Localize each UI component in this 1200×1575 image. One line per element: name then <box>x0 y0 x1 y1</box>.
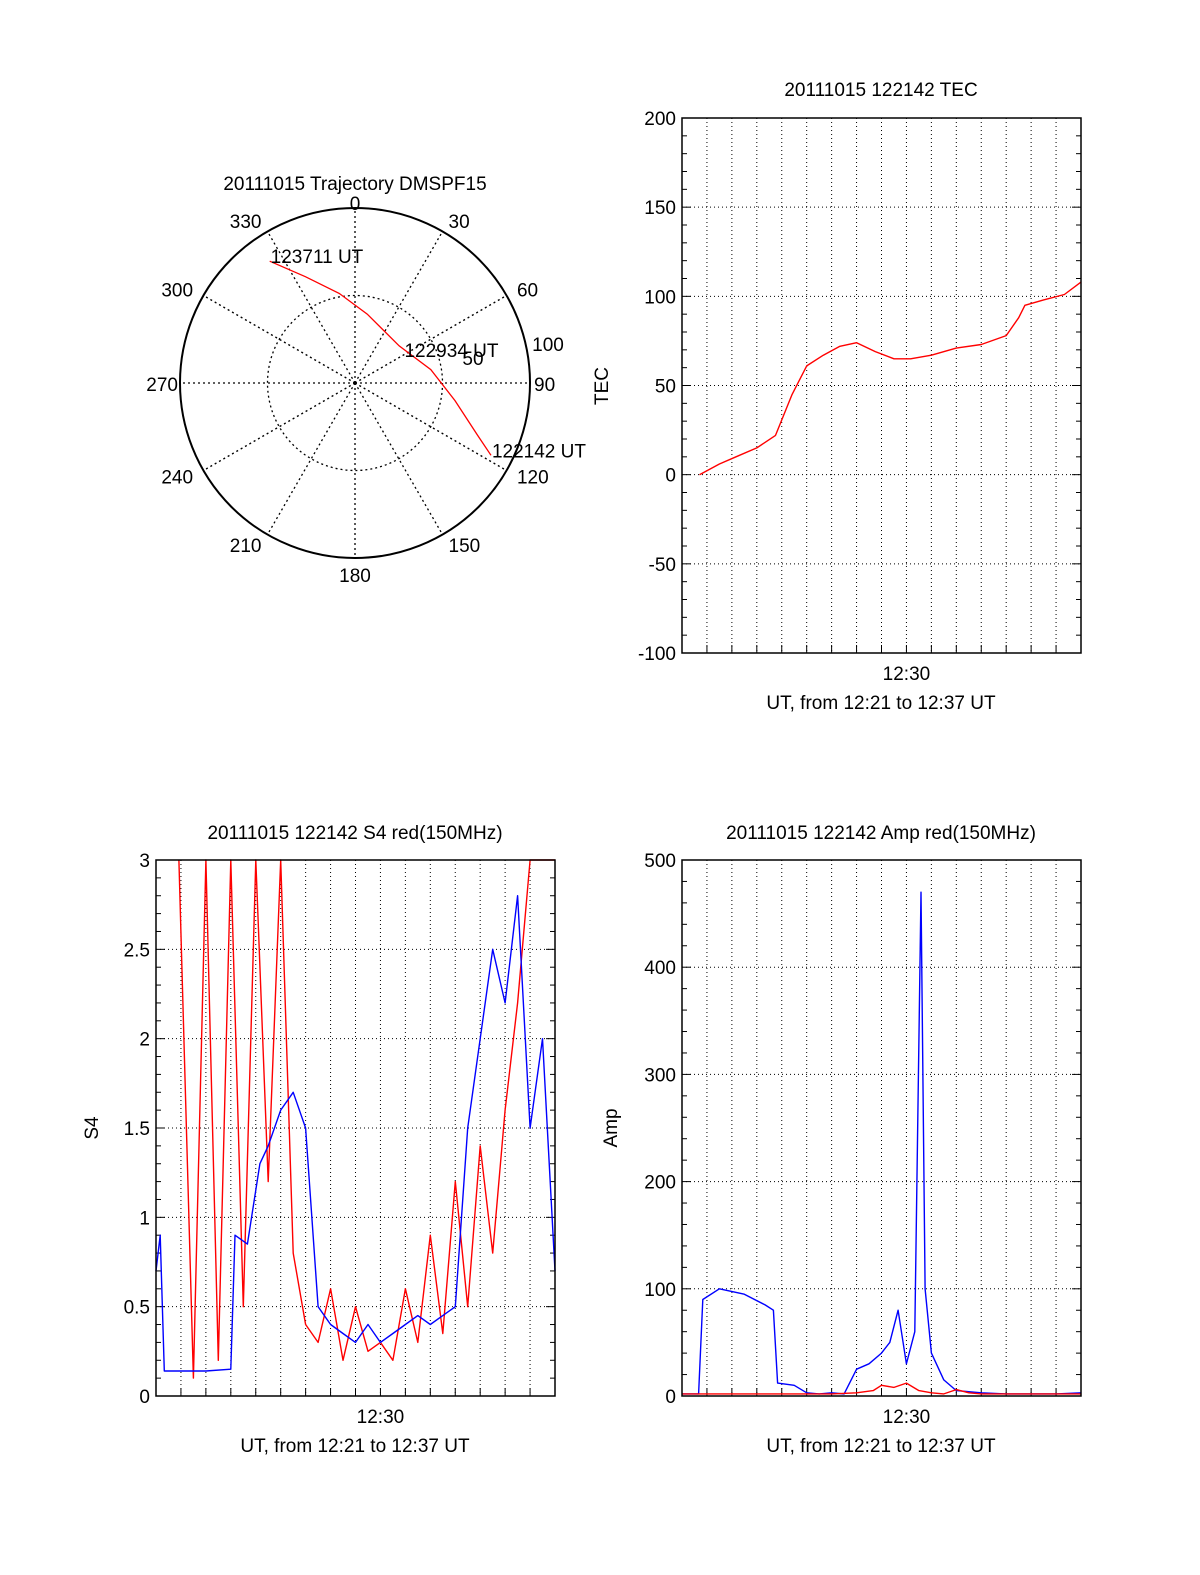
polar-grid <box>179 207 531 559</box>
amp-series-0 <box>682 891 1082 1395</box>
polar-angle-label: 60 <box>517 281 538 302</box>
tec-y-tick-label: -50 <box>649 555 676 576</box>
polar-angle-label: 150 <box>449 536 481 557</box>
polar-angle-label: 330 <box>230 212 262 233</box>
trajectory-time-label: 123711 UT <box>271 247 364 268</box>
polar-angle-label: 30 <box>449 212 470 233</box>
polar-spoke <box>354 294 507 384</box>
s4-y-tick-label: 0.5 <box>124 1298 150 1319</box>
polar-angle-label: 210 <box>230 536 262 557</box>
s4-y-tick-label: 1 <box>139 1208 150 1229</box>
amp-y-tick-label: 200 <box>644 1173 676 1194</box>
amp-y-tick-label: 100 <box>644 1280 676 1301</box>
polar-angle-label: 300 <box>161 281 193 302</box>
polar-angle-label: 0 <box>350 194 361 215</box>
polar-spoke <box>203 294 356 384</box>
amp-x-tick-label: 12:30 <box>883 1407 931 1428</box>
tec-chart: 20111015 122142 TEC TEC UT, from 12:21 t… <box>592 80 1082 714</box>
trajectory-time-label: 122934 UT <box>404 341 498 362</box>
trajectory-line <box>269 260 492 456</box>
polar-spoke <box>266 231 356 384</box>
s4-chart: 20111015 122142 S4 red(150MHz) S4 UT, fr… <box>82 823 556 1457</box>
polar-radius-label: 100 <box>532 335 564 356</box>
tec-y-tick-label: 0 <box>665 466 676 487</box>
s4-series-0 <box>178 859 555 1379</box>
polar-angle-label: 270 <box>146 375 178 396</box>
polar-inner-circle <box>266 294 444 472</box>
s4-x-tick-label: 12:30 <box>357 1407 405 1428</box>
amp-y-tick-label: 400 <box>644 958 676 979</box>
polar-radius-labels: 50 100 <box>462 335 563 370</box>
amp-y-tick-label: 500 <box>644 851 676 872</box>
polar-radius-label: 50 <box>462 349 483 370</box>
amp-plot-frame <box>681 859 1082 1397</box>
s4-title: 20111015 122142 S4 red(150MHz) <box>207 823 502 844</box>
s4-y-tick-label: 0 <box>139 1387 150 1408</box>
s4-xlabel: UT, from 12:21 to 12:37 UT <box>240 1436 470 1457</box>
tec-xlabel: UT, from 12:21 to 12:37 UT <box>766 693 996 714</box>
tec-ylabel: TEC <box>592 367 613 405</box>
tec-y-tick-label: 200 <box>644 109 676 130</box>
s4-y-tick-label: 1.5 <box>124 1119 150 1140</box>
polar-spoke <box>354 231 444 384</box>
amp-chart: 20111015 122142 Amp red(150MHz) Amp UT, … <box>601 823 1082 1457</box>
tec-title: 20111015 122142 TEC <box>784 80 977 101</box>
s4-ylabel: S4 <box>82 1116 103 1140</box>
polar-angle-label: 90 <box>534 375 555 396</box>
polar-spoke <box>354 382 507 472</box>
s4-y-tick-label: 2.5 <box>124 940 150 961</box>
amp-y-tick-label: 300 <box>644 1065 676 1086</box>
polar-angle-label: 180 <box>339 566 371 587</box>
amp-xlabel: UT, from 12:21 to 12:37 UT <box>766 1436 996 1457</box>
tec-y-tick-label: 50 <box>655 377 676 398</box>
tec-y-tick-label: -100 <box>638 644 676 665</box>
tec-y-tick-label: 100 <box>644 287 676 308</box>
tec-y-tick-label: 150 <box>644 198 676 219</box>
tec-series-0 <box>699 281 1082 476</box>
tec-x-tick-label: 12:30 <box>883 664 931 685</box>
amp-y-tick-label: 0 <box>665 1387 676 1408</box>
polar-spoke <box>203 382 356 472</box>
polar-angle-labels: 0 30 60 90 120 150 180 210 240 270 300 330 <box>146 194 555 587</box>
polar-trajectory-chart: 20111015 Trajectory DMSPF15 0 30 60 90 120 15… <box>146 174 586 587</box>
amp-title: 20111015 122142 Amp red(150MHz) <box>726 823 1036 844</box>
tec-plot-frame <box>681 117 1082 654</box>
polar-angle-label: 240 <box>161 468 193 489</box>
polar-spoke <box>354 382 444 535</box>
polar-outer-circle <box>179 207 531 559</box>
s4-plot-frame <box>155 859 556 1397</box>
polar-title: 20111015 Trajectory DMSPF15 <box>223 174 486 195</box>
polar-series <box>269 260 492 456</box>
polar-annotations: 123711 UT 122934 UT 122142 UT <box>271 247 587 462</box>
s4-y-tick-label: 3 <box>139 851 150 872</box>
s4-series-1 <box>155 895 556 1372</box>
s4-y-tick-label: 2 <box>139 1030 150 1051</box>
polar-spoke <box>266 382 356 535</box>
amp-series-1 <box>682 1382 1081 1395</box>
polar-angle-label: 120 <box>517 468 549 489</box>
amp-ylabel: Amp <box>601 1108 622 1147</box>
trajectory-time-label: 122142 UT <box>492 441 586 462</box>
